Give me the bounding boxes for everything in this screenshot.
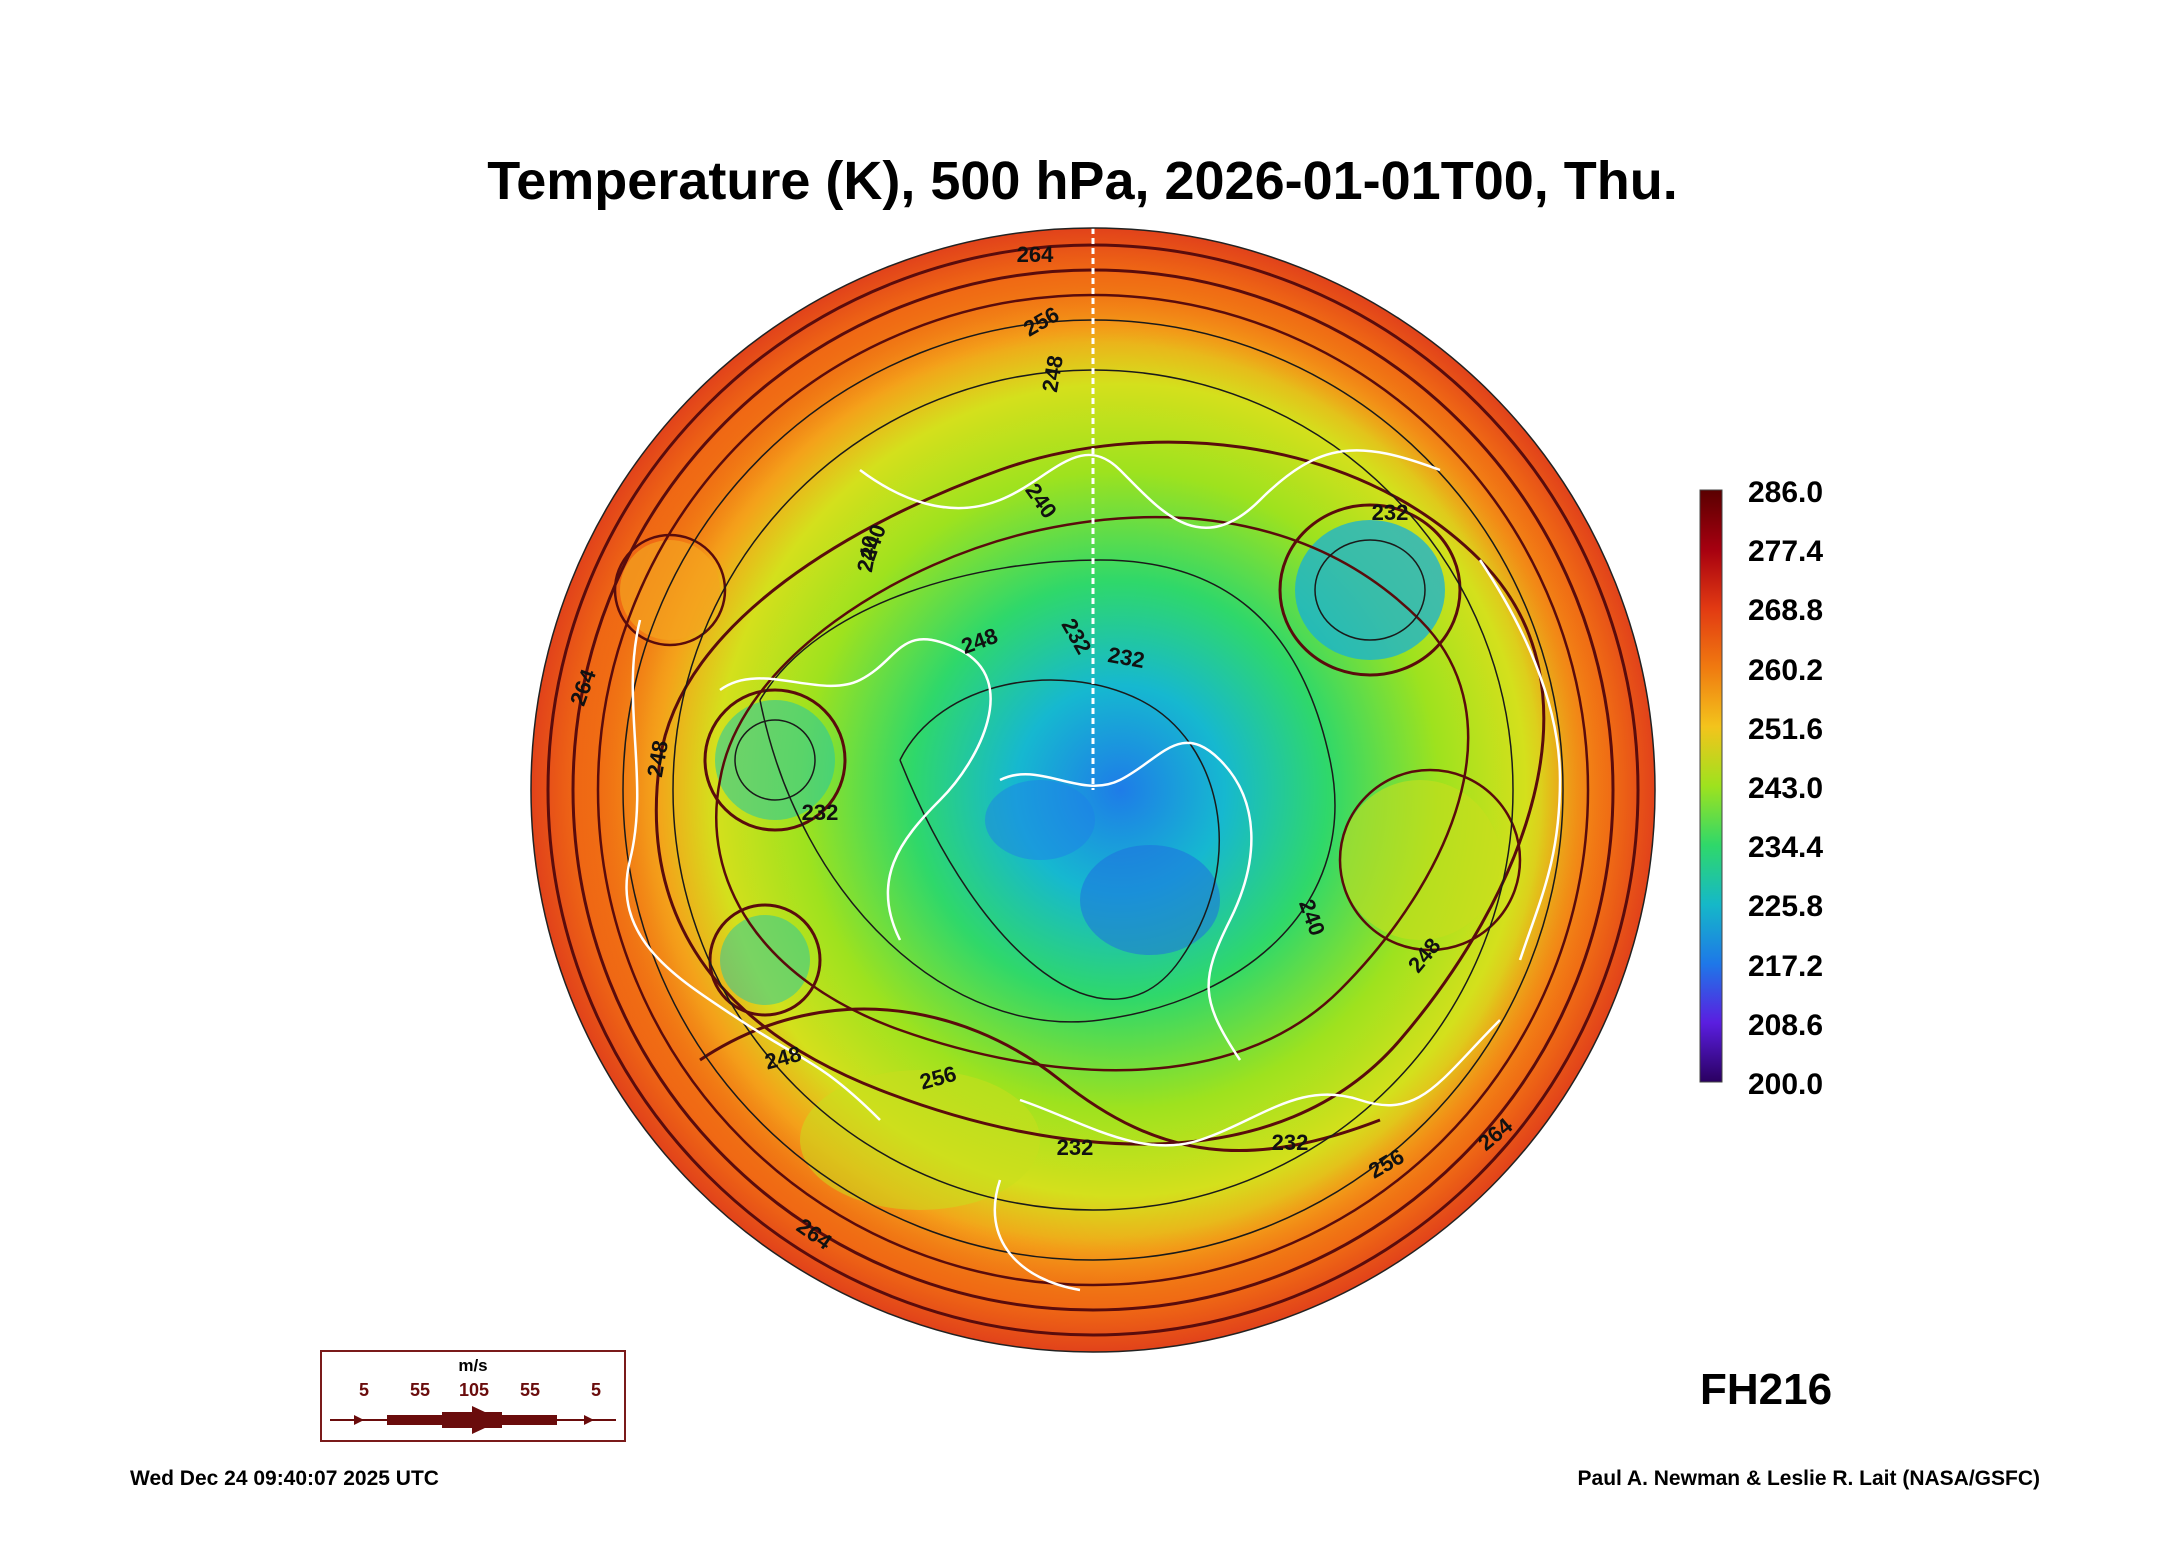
wind-legend-value: 5 [590, 1380, 602, 1400]
wind-legend-arrow [330, 1406, 616, 1434]
colorbar-tick-label: 277.4 [1748, 535, 1824, 569]
colorbar-tick-label: 260.2 [1748, 653, 1824, 687]
colorbar-tick-label: 200.0 [1748, 1068, 1824, 1101]
contour-label: 232 [802, 800, 839, 825]
map-title: Temperature (K), 500 hPa, 2026-01-01T00,… [487, 151, 1678, 211]
colorbar-tick-label: 243.0 [1748, 772, 1824, 805]
colorbar-tick-label: 251.6 [1748, 712, 1824, 746]
isotherms [622, 319, 1564, 1261]
field-features [620, 520, 1500, 1210]
contour-label: 264 [1017, 242, 1054, 267]
colorbar-tick-label: 286.0 [1748, 476, 1824, 509]
contour-label: 232 [1272, 1130, 1309, 1155]
wind-legend-value: 105 [458, 1380, 490, 1400]
contour-label: 232 [1372, 500, 1409, 525]
contour-label: 232 [1057, 1135, 1094, 1160]
map-border [530, 227, 1656, 1353]
colorbar-tick-label: 225.8 [1748, 890, 1824, 924]
wind-legend: m/s 5 55 105 55 5 [320, 1350, 626, 1442]
wind-legend-value: 55 [519, 1380, 541, 1400]
forecast-hour: FH216 [1700, 1365, 1833, 1414]
colorbar [1699, 489, 1723, 1083]
colorbar-tick-label: 217.2 [1748, 949, 1824, 983]
footer-timestamp: Wed Dec 24 09:40:07 2025 UTC [130, 1467, 439, 1490]
wind-legend-unit: m/s [458, 1356, 488, 1375]
coastlines [625, 449, 1562, 1292]
colorbar-tick-label: 208.6 [1748, 1008, 1824, 1042]
wind-legend-value: 5 [358, 1380, 370, 1400]
colorbar-tick-label: 234.4 [1748, 831, 1824, 865]
colorbar-tick-label: 268.8 [1748, 594, 1824, 628]
footer-credit: Paul A. Newman & Leslie R. Lait (NASA/GS… [1577, 1467, 2040, 1490]
wind-legend-value: 55 [409, 1380, 431, 1400]
